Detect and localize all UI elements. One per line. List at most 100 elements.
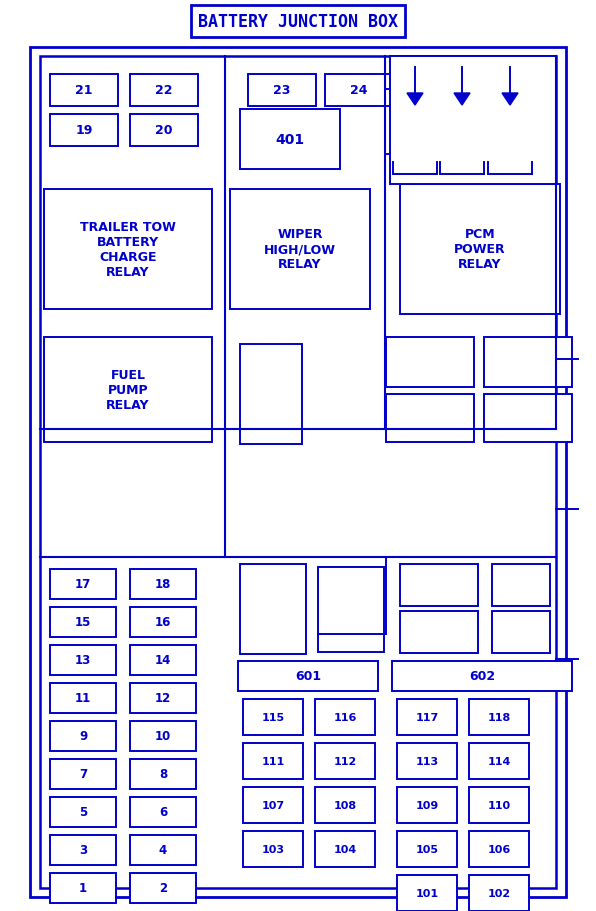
Bar [397,743,457,779]
Text: 116: 116 [333,712,356,722]
Bar [130,722,196,752]
Bar [400,185,560,314]
Polygon shape [454,94,470,106]
Text: 111: 111 [262,756,285,766]
Text: 107: 107 [262,800,284,810]
Bar [50,569,116,599]
Bar [488,107,532,163]
Text: 2: 2 [159,882,167,895]
Bar [243,787,303,824]
Bar [130,75,198,107]
Text: 9: 9 [79,730,87,742]
Bar [130,115,198,147]
Bar [325,75,393,107]
Polygon shape [502,94,518,106]
Text: 20: 20 [155,125,173,138]
Text: 19: 19 [75,125,93,138]
Bar [315,831,375,867]
Text: 110: 110 [488,800,511,810]
Bar [240,110,340,169]
Bar [243,831,303,867]
Text: 12: 12 [155,691,171,705]
Bar [397,831,457,867]
Bar [230,189,370,310]
Bar [50,75,118,107]
Bar [240,565,306,654]
Bar [392,661,572,691]
Text: 5: 5 [79,805,87,819]
Bar [130,759,196,789]
Text: 21: 21 [75,85,93,97]
Bar [248,75,316,107]
Bar [50,645,116,675]
Bar [386,338,474,387]
Text: 23: 23 [274,85,291,97]
Bar [130,873,196,903]
Bar [130,645,196,675]
Bar [469,787,529,824]
Text: 7: 7 [79,768,87,781]
Bar [315,743,375,779]
Text: 14: 14 [155,654,171,667]
Bar [130,797,196,827]
Bar [469,700,529,735]
Text: 10: 10 [155,730,171,742]
Bar [40,56,556,888]
Text: 103: 103 [262,844,284,854]
Text: WIPER
HIGH/LOW
RELAY: WIPER HIGH/LOW RELAY [264,229,336,271]
Bar [238,661,378,691]
Text: 16: 16 [155,616,171,629]
Bar [50,835,116,865]
Text: FUEL
PUMP
RELAY: FUEL PUMP RELAY [106,369,150,412]
Bar [469,831,529,867]
Text: 102: 102 [488,888,511,898]
Bar [469,743,529,779]
Text: 401: 401 [275,133,305,147]
Text: 18: 18 [155,578,171,591]
Text: 114: 114 [488,756,511,766]
Bar [315,787,375,824]
Bar [386,394,474,443]
Text: 117: 117 [415,712,439,722]
Text: 3: 3 [79,844,87,856]
Bar [484,338,572,387]
Text: PCM
POWER
RELAY: PCM POWER RELAY [454,229,506,271]
Text: 4: 4 [159,844,167,856]
Text: 101: 101 [415,888,439,898]
Text: 118: 118 [488,712,511,722]
Bar [50,683,116,713]
Bar [240,344,302,445]
Text: 105: 105 [415,844,439,854]
Text: 112: 112 [333,756,356,766]
Bar [397,875,457,911]
Bar [390,56,556,185]
Bar [469,875,529,911]
Bar [50,722,116,752]
Bar [397,700,457,735]
Bar [440,107,484,163]
Text: 11: 11 [75,691,91,705]
Text: 109: 109 [415,800,439,810]
Bar [50,115,118,147]
Bar [243,700,303,735]
Bar [130,569,196,599]
Bar [30,48,566,897]
Bar [492,611,550,653]
Text: 6: 6 [159,805,167,819]
Bar [397,787,457,824]
Text: 1: 1 [79,882,87,895]
Text: 22: 22 [155,85,173,97]
Text: 108: 108 [333,800,356,810]
Text: 602: 602 [469,670,495,682]
Bar [484,394,572,443]
Bar [130,608,196,638]
Bar [50,797,116,827]
Text: 106: 106 [488,844,511,854]
Bar [130,683,196,713]
Bar [44,189,212,310]
Bar [50,873,116,903]
Text: 17: 17 [75,578,91,591]
Text: 113: 113 [415,756,439,766]
Text: 24: 24 [350,85,368,97]
Text: 15: 15 [75,616,91,629]
